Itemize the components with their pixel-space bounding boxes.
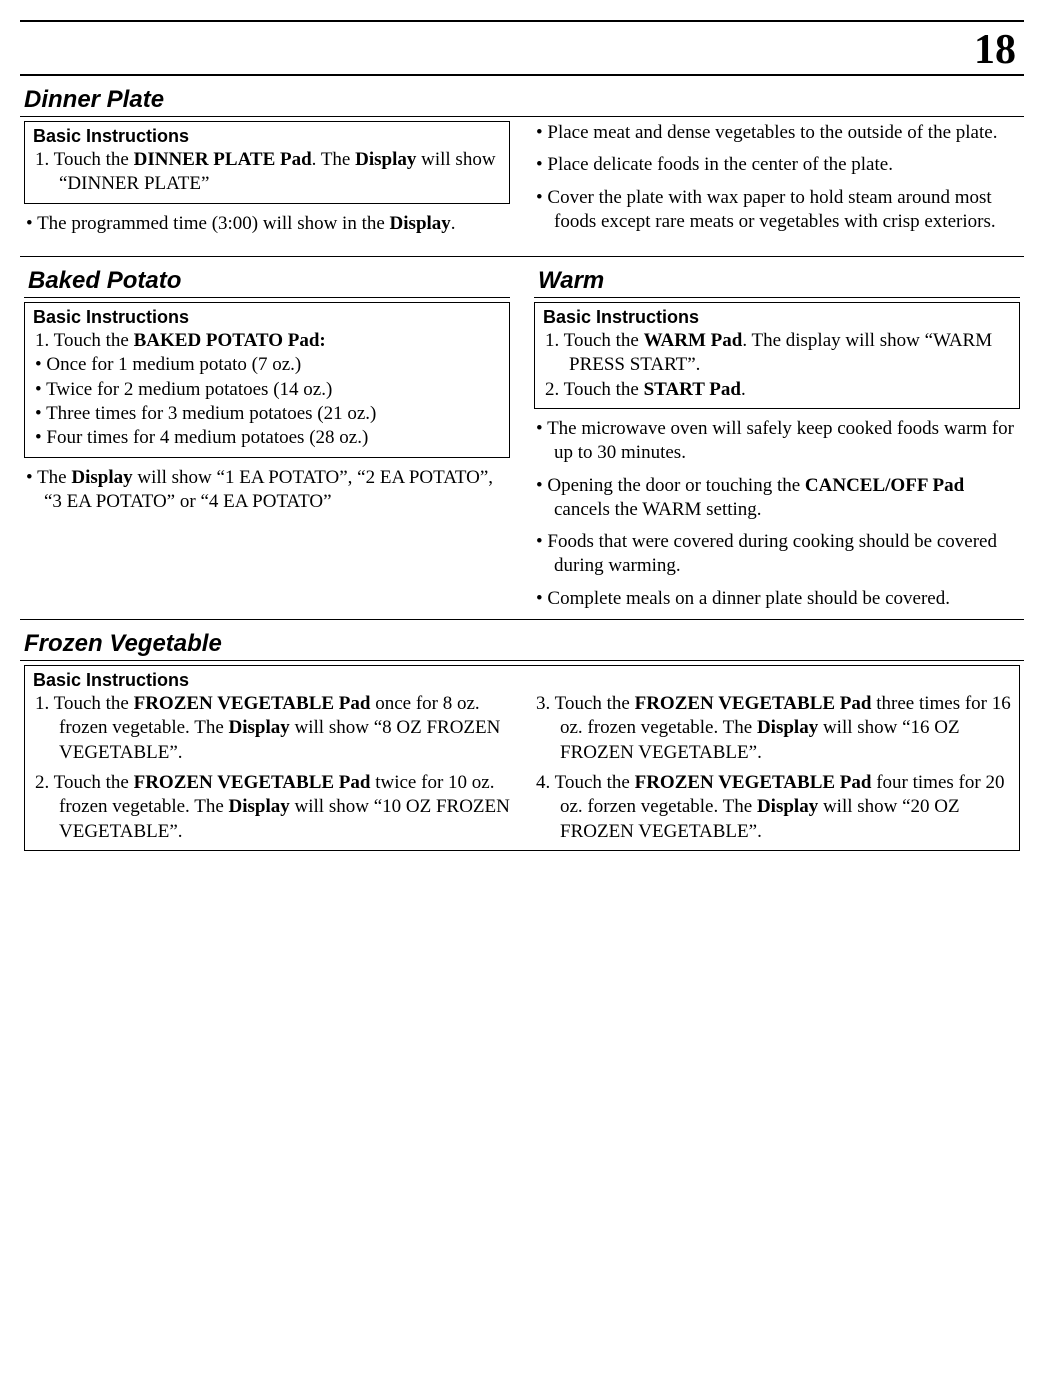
dinner-plate-notes: The programmed time (3:00) will show in … xyxy=(24,212,510,236)
list-item: The microwave oven will safely keep cook… xyxy=(536,417,1020,466)
text: Touch the xyxy=(54,693,134,714)
frozen-veg-right: 3. Touch the FROZEN VEGETABLE Pad three … xyxy=(534,670,1011,844)
page-number: 18 xyxy=(20,20,1024,74)
dinner-plate-columns: Basic Instructions 1. Touch the DINNER P… xyxy=(20,117,1024,256)
text: Touch the xyxy=(54,330,134,351)
display: Display xyxy=(229,717,290,738)
pad: DINNER PLATE Pad xyxy=(134,149,312,170)
list-item: Place delicate foods in the center of th… xyxy=(536,153,1020,177)
frozen-veg-step4: 4. Touch the FROZEN VEGETABLE Pad four t… xyxy=(536,771,1011,844)
box-title: Basic Instructions xyxy=(33,126,501,147)
baked-potato-sublist: Once for 1 medium potato (7 oz.) Twice f… xyxy=(33,353,501,450)
text: . xyxy=(741,379,746,400)
list-item: Place meat and dense vegetables to the o… xyxy=(536,121,1020,145)
frozen-veg-left: Basic Instructions 1. Touch the FROZEN V… xyxy=(33,670,510,844)
display: Display xyxy=(229,796,290,817)
display: Display xyxy=(757,796,818,817)
text: cancels the WARM setting. xyxy=(554,499,762,520)
frozen-veg-step2: 2. Touch the FROZEN VEGETABLE Pad twice … xyxy=(35,771,510,844)
list-item: Cover the plate with wax paper to hold s… xyxy=(536,186,1020,235)
text: . The xyxy=(312,149,355,170)
pad: FROZEN VEGETABLE Pad xyxy=(134,772,371,793)
display: Display xyxy=(390,213,451,234)
divider xyxy=(20,619,1024,620)
list-item: The programmed time (3:00) will show in … xyxy=(26,212,510,236)
text: The programmed time (3:00) will show in … xyxy=(37,213,389,234)
pad: FROZEN VEGETABLE Pad xyxy=(635,693,872,714)
step-num: 1. xyxy=(545,330,564,351)
pad: FROZEN VEGETABLE Pad xyxy=(635,772,872,793)
divider-top xyxy=(20,74,1024,76)
display: Display xyxy=(71,467,132,488)
step-num: 1. xyxy=(35,330,54,351)
step-num: 3. xyxy=(536,693,555,714)
warm-step2: 2. Touch the START Pad. xyxy=(545,378,1011,402)
warm-title: Warm xyxy=(534,267,1020,295)
text: The xyxy=(37,467,71,488)
display: Display xyxy=(757,717,818,738)
baked-potato-section: Baked Potato Basic Instructions 1. Touch… xyxy=(24,257,510,619)
baked-potato-step1: 1. Touch the BAKED POTATO Pad: xyxy=(35,329,501,353)
text: Touch the xyxy=(555,772,635,793)
divider xyxy=(20,660,1024,661)
frozen-veg-step1: 1. Touch the FROZEN VEGETABLE Pad once f… xyxy=(35,692,510,765)
text: Touch the xyxy=(564,379,644,400)
box-title: Basic Instructions xyxy=(543,307,1011,328)
warm-box: Basic Instructions 1. Touch the WARM Pad… xyxy=(534,302,1020,409)
warm-section: Warm Basic Instructions 1. Touch the WAR… xyxy=(534,257,1020,619)
text: Opening the door or touching the xyxy=(547,475,805,496)
list-item: The Display will show “1 EA POTATO”, “2 … xyxy=(26,466,510,515)
list-item: Foods that were covered during cooking s… xyxy=(536,530,1020,579)
step-num: 1. xyxy=(35,149,54,170)
pad: CANCEL/OFF Pad xyxy=(805,475,964,496)
dinner-plate-title: Dinner Plate xyxy=(20,86,1024,114)
baked-potato-note: The Display will show “1 EA POTATO”, “2 … xyxy=(24,466,510,515)
frozen-veg-step3: 3. Touch the FROZEN VEGETABLE Pad three … xyxy=(536,692,1011,765)
text: Touch the xyxy=(555,693,635,714)
dinner-plate-box: Basic Instructions 1. Touch the DINNER P… xyxy=(24,121,510,204)
step-num: 1. xyxy=(35,693,54,714)
list-item: Opening the door or touching the CANCEL/… xyxy=(536,474,1020,523)
step-num: 2. xyxy=(545,379,564,400)
baked-potato-title: Baked Potato xyxy=(24,267,510,295)
pad: FROZEN VEGETABLE Pad xyxy=(134,693,371,714)
step-num: 4. xyxy=(536,772,555,793)
list-item: Complete meals on a dinner plate should … xyxy=(536,587,1020,611)
list-item: Once for 1 medium potato (7 oz.) xyxy=(35,353,501,377)
step-num: 2. xyxy=(35,772,54,793)
pad: BAKED POTATO Pad: xyxy=(134,330,326,351)
dinner-plate-left: Basic Instructions 1. Touch the DINNER P… xyxy=(24,121,510,244)
dinner-plate-step1: 1. Touch the DINNER PLATE Pad. The Displ… xyxy=(35,148,501,197)
list-item: Three times for 3 medium potatoes (21 oz… xyxy=(35,402,501,426)
text: . xyxy=(451,213,456,234)
baked-potato-box: Basic Instructions 1. Touch the BAKED PO… xyxy=(24,302,510,458)
box-title: Basic Instructions xyxy=(33,670,510,691)
text: Touch the xyxy=(54,772,134,793)
list-item: Four times for 4 medium potatoes (28 oz.… xyxy=(35,426,501,450)
frozen-veg-box: Basic Instructions 1. Touch the FROZEN V… xyxy=(24,665,1020,851)
warm-notes: The microwave oven will safely keep cook… xyxy=(534,417,1020,611)
text: Touch the xyxy=(54,149,134,170)
box-title: Basic Instructions xyxy=(33,307,501,328)
frozen-veg-title: Frozen Vegetable xyxy=(20,630,1024,658)
text: Touch the xyxy=(564,330,644,351)
pad: WARM Pad xyxy=(644,330,743,351)
dinner-plate-tips: Place meat and dense vegetables to the o… xyxy=(534,121,1020,234)
warm-step1: 1. Touch the WARM Pad. The display will … xyxy=(545,329,1011,378)
list-item: Twice for 2 medium potatoes (14 oz.) xyxy=(35,378,501,402)
display: Display xyxy=(355,149,416,170)
dinner-plate-right: Place meat and dense vegetables to the o… xyxy=(534,121,1020,244)
pad: START Pad xyxy=(644,379,741,400)
potato-warm-row: Baked Potato Basic Instructions 1. Touch… xyxy=(20,257,1024,619)
